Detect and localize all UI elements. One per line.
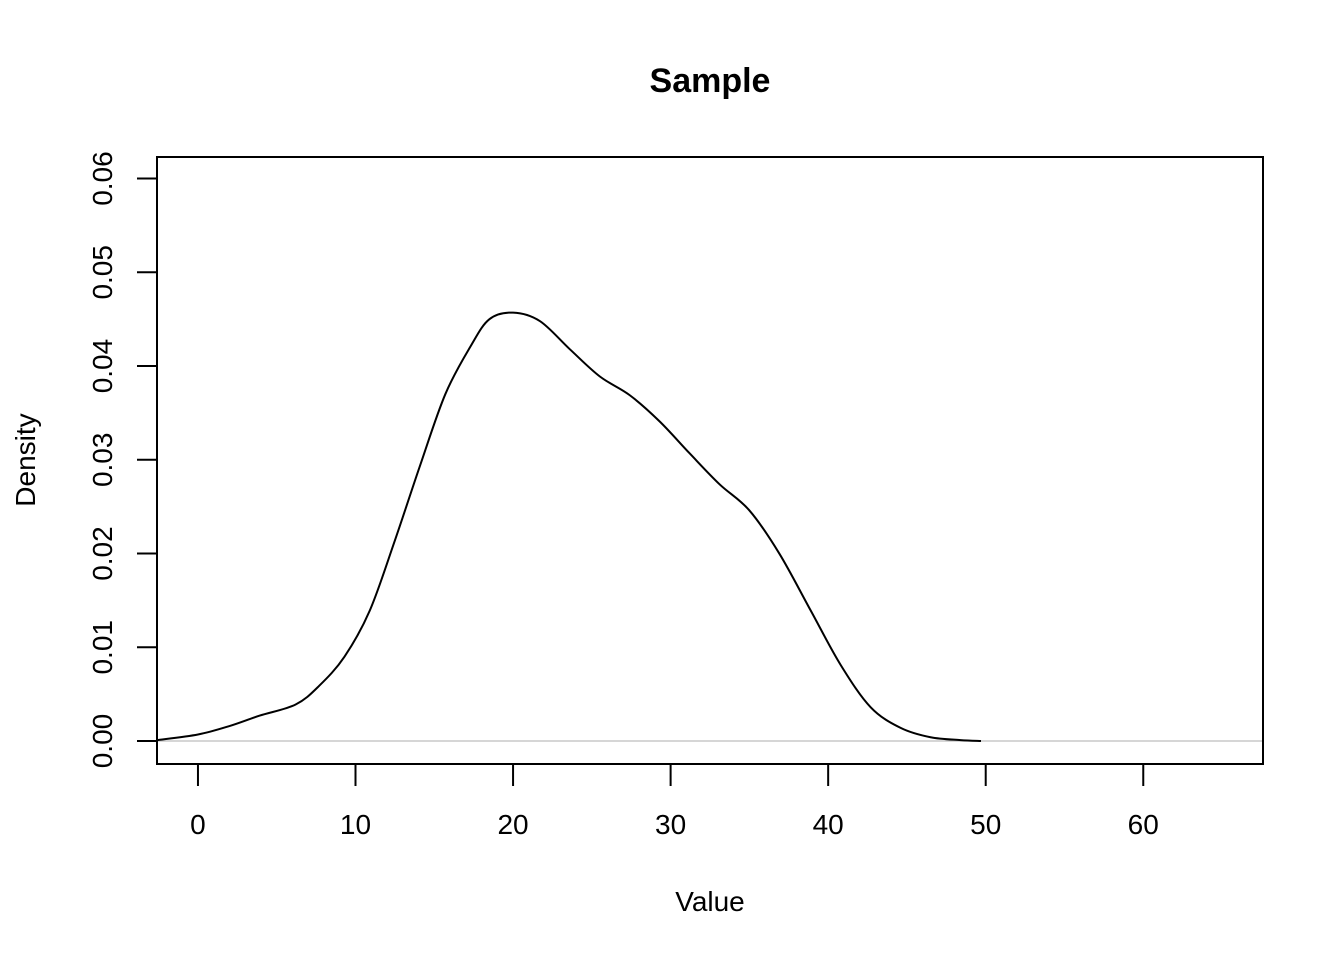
y-tick-label: 0.01: [87, 620, 118, 675]
y-tick-label: 0.03: [87, 433, 118, 488]
x-axis-title: Value: [675, 886, 745, 917]
density-curve: [156, 311, 982, 743]
chart-title: Sample: [650, 62, 771, 100]
y-tick-label: 0.06: [87, 151, 118, 206]
x-tick-label: 20: [497, 809, 528, 840]
x-tick-label: 0: [190, 809, 206, 840]
x-tick-label: 30: [655, 809, 686, 840]
y-tick-label: 0.02: [87, 526, 118, 581]
x-tick-label: 50: [970, 809, 1001, 840]
plot-frame: [156, 156, 1264, 765]
x-tick-label: 10: [340, 809, 371, 840]
y-axis-title: Density: [10, 413, 41, 506]
y-tick-label: 0.00: [87, 714, 118, 769]
y-tick-label: 0.05: [87, 245, 118, 300]
x-axis: 0 10 20 30 40 50 60: [190, 764, 1159, 840]
y-tick-label: 0.04: [87, 339, 118, 394]
x-tick-label: 60: [1128, 809, 1159, 840]
x-tick-label: 40: [813, 809, 844, 840]
y-axis: 0.00 0.01 0.02 0.03 0.04 0.05 0.06: [87, 151, 157, 768]
